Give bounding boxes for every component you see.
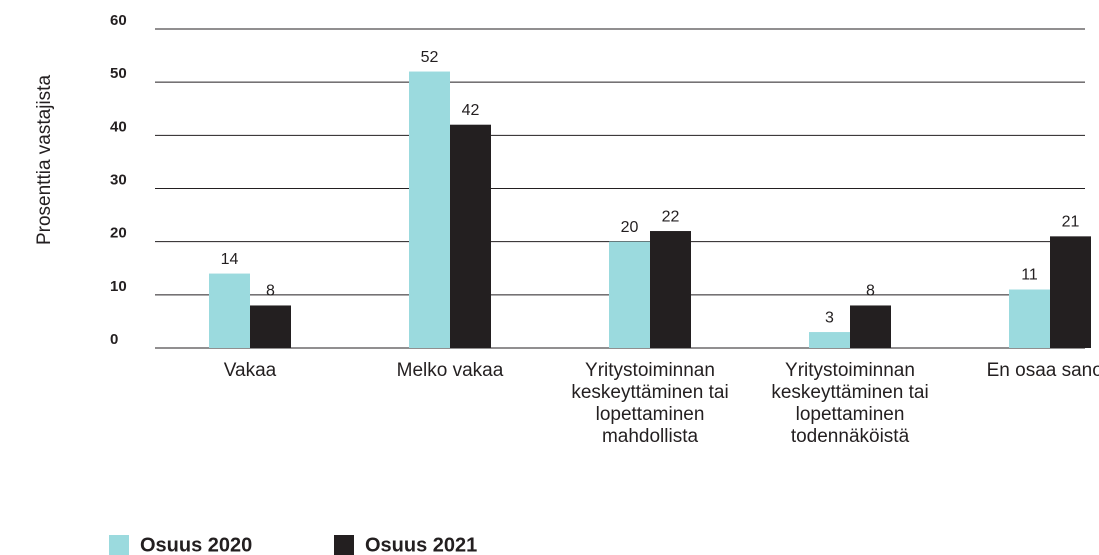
x-tick-label: Melko vakaa [396, 360, 504, 381]
x-tick-label: Vakaa [223, 360, 277, 381]
x-tick-label: Yritystoiminnan keskeyttäminen tai lopet… [771, 360, 929, 447]
data-label: 21 [1062, 214, 1080, 231]
data-label: 20 [621, 219, 639, 236]
bar [850, 305, 891, 348]
legend-swatch [109, 535, 129, 555]
bar [609, 241, 650, 348]
bar [1009, 289, 1050, 348]
bar [250, 305, 291, 348]
bar [409, 71, 450, 349]
x-tick-label: En osaa sanoa [986, 360, 1099, 381]
y-tick-label: 50 [110, 65, 127, 82]
data-label: 11 [1021, 267, 1038, 284]
y-tick-label: 10 [110, 278, 127, 295]
x-tick-label: Yritystoiminnan keskeyttäminen tai lopet… [571, 360, 729, 447]
bar [450, 124, 491, 348]
bar [650, 231, 691, 348]
legend-label: Osuus 2021 [365, 534, 477, 555]
data-label: 42 [462, 102, 480, 119]
data-label: 22 [662, 208, 680, 225]
y-tick-label: 30 [110, 171, 127, 188]
y-tick-label: 20 [110, 225, 127, 242]
data-label: 3 [825, 309, 834, 326]
data-label: 14 [221, 251, 239, 268]
bar [809, 332, 850, 348]
y-axis-label: Prosenttia vastajista [34, 75, 55, 245]
data-label: 8 [866, 283, 875, 300]
y-tick-label: 0 [110, 331, 118, 348]
bar [209, 273, 250, 348]
data-label: 8 [266, 283, 275, 300]
bar [1050, 236, 1091, 348]
y-tick-label: 40 [110, 118, 127, 135]
y-tick-label: 60 [110, 12, 127, 29]
legend-label: Osuus 2020 [140, 534, 252, 555]
legend-swatch [334, 535, 354, 555]
data-label: 52 [421, 49, 439, 66]
